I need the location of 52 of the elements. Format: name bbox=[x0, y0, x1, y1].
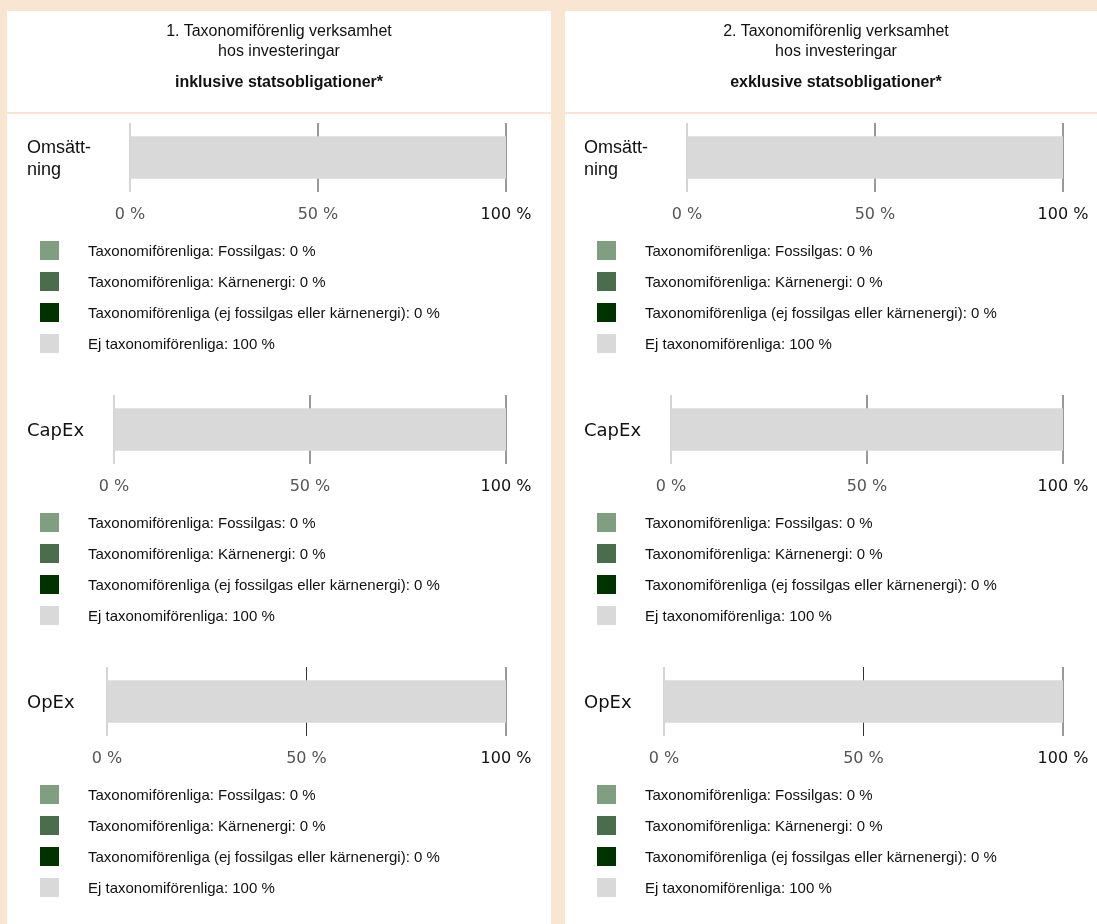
legend-label: Taxonomiförenliga (ej fossilgas eller kärnenergi): 0 % bbox=[645, 848, 997, 865]
legend-label: Ej taxonomiförenliga: 100 % bbox=[645, 335, 832, 352]
y-tick-label: CapEx bbox=[584, 418, 642, 440]
legend-label: Taxonomiförenliga: Kärnenergi: 0 % bbox=[645, 545, 883, 562]
legend-label: Taxonomiförenliga (ej fossilgas eller kärnenergi): 0 % bbox=[88, 304, 440, 321]
legend-label: Taxonomiförenliga: Fossilgas: 0 % bbox=[88, 514, 316, 531]
x-tick-label: 0 % bbox=[98, 476, 130, 495]
legend-label: Ej taxonomiförenliga: 100 % bbox=[645, 607, 832, 624]
x-tick-label: 100 % bbox=[1037, 476, 1089, 495]
legend-label: Taxonomiförenliga: Kärnenergi: 0 % bbox=[88, 817, 326, 834]
legend-label: Taxonomiförenliga: Fossilgas: 0 % bbox=[645, 786, 873, 803]
x-tick-label: 0 % bbox=[655, 476, 687, 495]
legend-label: Taxonomiförenliga: Fossilgas: 0 % bbox=[645, 514, 873, 531]
chart-subtitle: inklusive statsobligationer* bbox=[174, 73, 384, 90]
legend-label: Taxonomiförenliga (ej fossilgas eller kärnenergi): 0 % bbox=[88, 848, 440, 865]
x-tick-label: 50 % bbox=[297, 204, 339, 223]
chart-subtitle: exklusive statsobligationer* bbox=[730, 73, 943, 90]
y-tick-label: OpEx bbox=[27, 690, 75, 712]
x-tick-label: 50 % bbox=[286, 748, 327, 767]
legend-label: Taxonomiförenliga: Kärnenergi: 0 % bbox=[645, 817, 883, 834]
x-tick-label: 50 % bbox=[843, 748, 884, 767]
x-tick-label: 100 % bbox=[1037, 748, 1089, 767]
x-tick-label: 100 % bbox=[480, 476, 532, 495]
x-tick-label: 50 % bbox=[854, 204, 896, 223]
legend-label: Ej taxonomiförenliga: 100 % bbox=[88, 335, 275, 352]
x-tick-label: 100 % bbox=[480, 748, 532, 767]
y-tick-label: OpEx bbox=[584, 690, 632, 712]
legend-label: Ej taxonomiförenliga: 100 % bbox=[645, 879, 832, 896]
legend-label: Ej taxonomiförenliga: 100 % bbox=[88, 879, 275, 896]
legend-label: Taxonomiförenliga (ej fossilgas eller kärnenergi): 0 % bbox=[645, 304, 997, 321]
legend-label: Taxonomiförenliga: Kärnenergi: 0 % bbox=[88, 545, 326, 562]
x-tick-label: 0 % bbox=[91, 748, 123, 767]
x-tick-label: 0 % bbox=[671, 204, 703, 223]
legend-label: Taxonomiförenliga: Kärnenergi: 0 % bbox=[645, 273, 883, 290]
y-tick-label: CapEx bbox=[27, 418, 85, 440]
x-tick-label: 0 % bbox=[114, 204, 146, 223]
y-tick-label: Omsätt-ning bbox=[27, 136, 92, 179]
legend-label: Ej taxonomiförenliga: 100 % bbox=[88, 607, 275, 624]
legend-label: Taxonomiförenliga (ej fossilgas eller kärnenergi): 0 % bbox=[645, 576, 997, 593]
x-tick-label: 50 % bbox=[289, 476, 331, 495]
legend-label: Taxonomiförenliga (ej fossilgas eller kärnenergi): 0 % bbox=[88, 576, 440, 593]
x-tick-label: 100 % bbox=[480, 204, 532, 223]
legend-label: Taxonomiförenliga: Kärnenergi: 0 % bbox=[88, 273, 326, 290]
legend-label: Taxonomiförenliga: Fossilgas: 0 % bbox=[88, 242, 316, 259]
legend-label: Taxonomiförenliga: Fossilgas: 0 % bbox=[88, 786, 316, 803]
x-tick-label: 100 % bbox=[1037, 204, 1089, 223]
y-tick-label: Omsätt-ning bbox=[584, 136, 649, 179]
x-tick-label: 50 % bbox=[846, 476, 888, 495]
x-tick-label: 0 % bbox=[648, 748, 680, 767]
chart-title: 1. Taxonomiförenlig verksamhet hos investeringar bbox=[166, 22, 393, 59]
chart-title: 2. Taxonomiförenlig verksamhet hos investeringar bbox=[723, 22, 950, 59]
legend-label: Taxonomiförenliga: Fossilgas: 0 % bbox=[645, 242, 873, 259]
